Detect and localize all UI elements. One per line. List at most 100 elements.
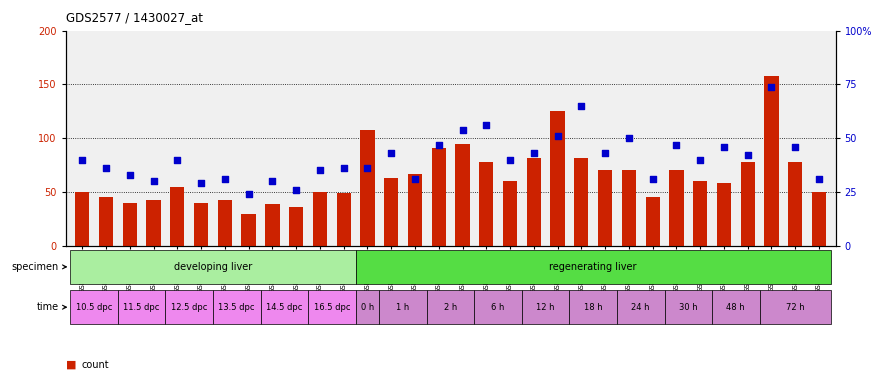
Bar — [118, 290, 165, 324]
Text: time: time — [37, 302, 66, 312]
Bar — [669, 170, 683, 246]
Point — [384, 150, 398, 156]
Bar — [570, 290, 617, 324]
Bar — [717, 184, 731, 246]
Point — [337, 165, 351, 171]
Bar — [289, 207, 304, 246]
Point — [741, 152, 755, 159]
Text: 2 h: 2 h — [444, 303, 458, 312]
Point — [646, 176, 660, 182]
Text: developing liver: developing liver — [174, 262, 252, 272]
Bar — [384, 178, 398, 246]
Bar — [265, 204, 279, 246]
Text: 12 h: 12 h — [536, 303, 555, 312]
Point — [408, 176, 422, 182]
Point — [456, 127, 470, 133]
Bar — [550, 111, 564, 246]
Bar — [527, 157, 541, 246]
Bar — [408, 174, 422, 246]
Text: 30 h: 30 h — [679, 303, 697, 312]
Point — [574, 103, 588, 109]
Point — [123, 172, 136, 178]
Bar — [474, 290, 522, 324]
Bar — [712, 290, 760, 324]
Text: 14.5 dpc: 14.5 dpc — [266, 303, 303, 312]
Text: 48 h: 48 h — [726, 303, 746, 312]
Bar — [261, 290, 308, 324]
Bar — [574, 157, 589, 246]
Text: ■: ■ — [66, 360, 76, 370]
Bar — [693, 181, 707, 246]
Bar — [146, 200, 161, 246]
Bar — [75, 192, 89, 246]
Bar — [617, 290, 664, 324]
Bar — [427, 290, 474, 324]
Bar — [171, 187, 185, 246]
Bar — [760, 290, 831, 324]
Bar — [70, 250, 355, 284]
Point — [194, 180, 208, 187]
Point — [693, 157, 707, 163]
Text: 0 h: 0 h — [360, 303, 374, 312]
Bar — [380, 290, 427, 324]
Point — [527, 150, 541, 156]
Text: 12.5 dpc: 12.5 dpc — [171, 303, 207, 312]
Text: regenerating liver: regenerating liver — [550, 262, 637, 272]
Bar — [70, 290, 118, 324]
Bar — [312, 192, 327, 246]
Point — [431, 142, 445, 148]
Bar — [503, 181, 517, 246]
Point — [265, 178, 279, 184]
Bar — [308, 290, 355, 324]
Bar — [646, 197, 660, 246]
Bar — [123, 203, 136, 246]
Point — [75, 157, 89, 163]
Text: 6 h: 6 h — [492, 303, 505, 312]
Point — [598, 150, 612, 156]
Bar — [431, 148, 446, 246]
Text: 10.5 dpc: 10.5 dpc — [76, 303, 112, 312]
Point — [669, 142, 683, 148]
Text: 18 h: 18 h — [584, 303, 603, 312]
Bar — [622, 170, 636, 246]
Text: specimen: specimen — [11, 262, 66, 272]
Point — [622, 135, 636, 141]
Text: 72 h: 72 h — [786, 303, 804, 312]
Bar — [194, 203, 208, 246]
Bar — [337, 193, 351, 246]
Bar — [788, 162, 802, 246]
Text: 1 h: 1 h — [396, 303, 410, 312]
Bar — [522, 290, 570, 324]
Bar — [218, 200, 232, 246]
Point — [360, 165, 374, 171]
Bar — [355, 250, 831, 284]
Text: GDS2577 / 1430027_at: GDS2577 / 1430027_at — [66, 12, 203, 25]
Point — [788, 144, 802, 150]
Bar — [812, 192, 826, 246]
Point — [503, 157, 517, 163]
Point — [99, 165, 113, 171]
Point — [313, 167, 327, 174]
Bar — [165, 290, 213, 324]
Point — [242, 191, 256, 197]
Point — [812, 176, 826, 182]
Bar — [355, 290, 380, 324]
Text: count: count — [81, 360, 109, 370]
Bar — [360, 130, 374, 246]
Bar — [664, 290, 712, 324]
Point — [289, 187, 303, 193]
Bar — [213, 290, 261, 324]
Point — [550, 133, 564, 139]
Bar — [242, 214, 256, 246]
Point — [218, 176, 232, 182]
Bar — [455, 144, 470, 246]
Point — [171, 157, 185, 163]
Bar — [598, 170, 612, 246]
Text: 24 h: 24 h — [632, 303, 650, 312]
Bar — [765, 76, 779, 246]
Bar — [740, 162, 755, 246]
Point — [765, 84, 779, 90]
Bar — [99, 197, 113, 246]
Point — [480, 122, 494, 128]
Point — [717, 144, 731, 150]
